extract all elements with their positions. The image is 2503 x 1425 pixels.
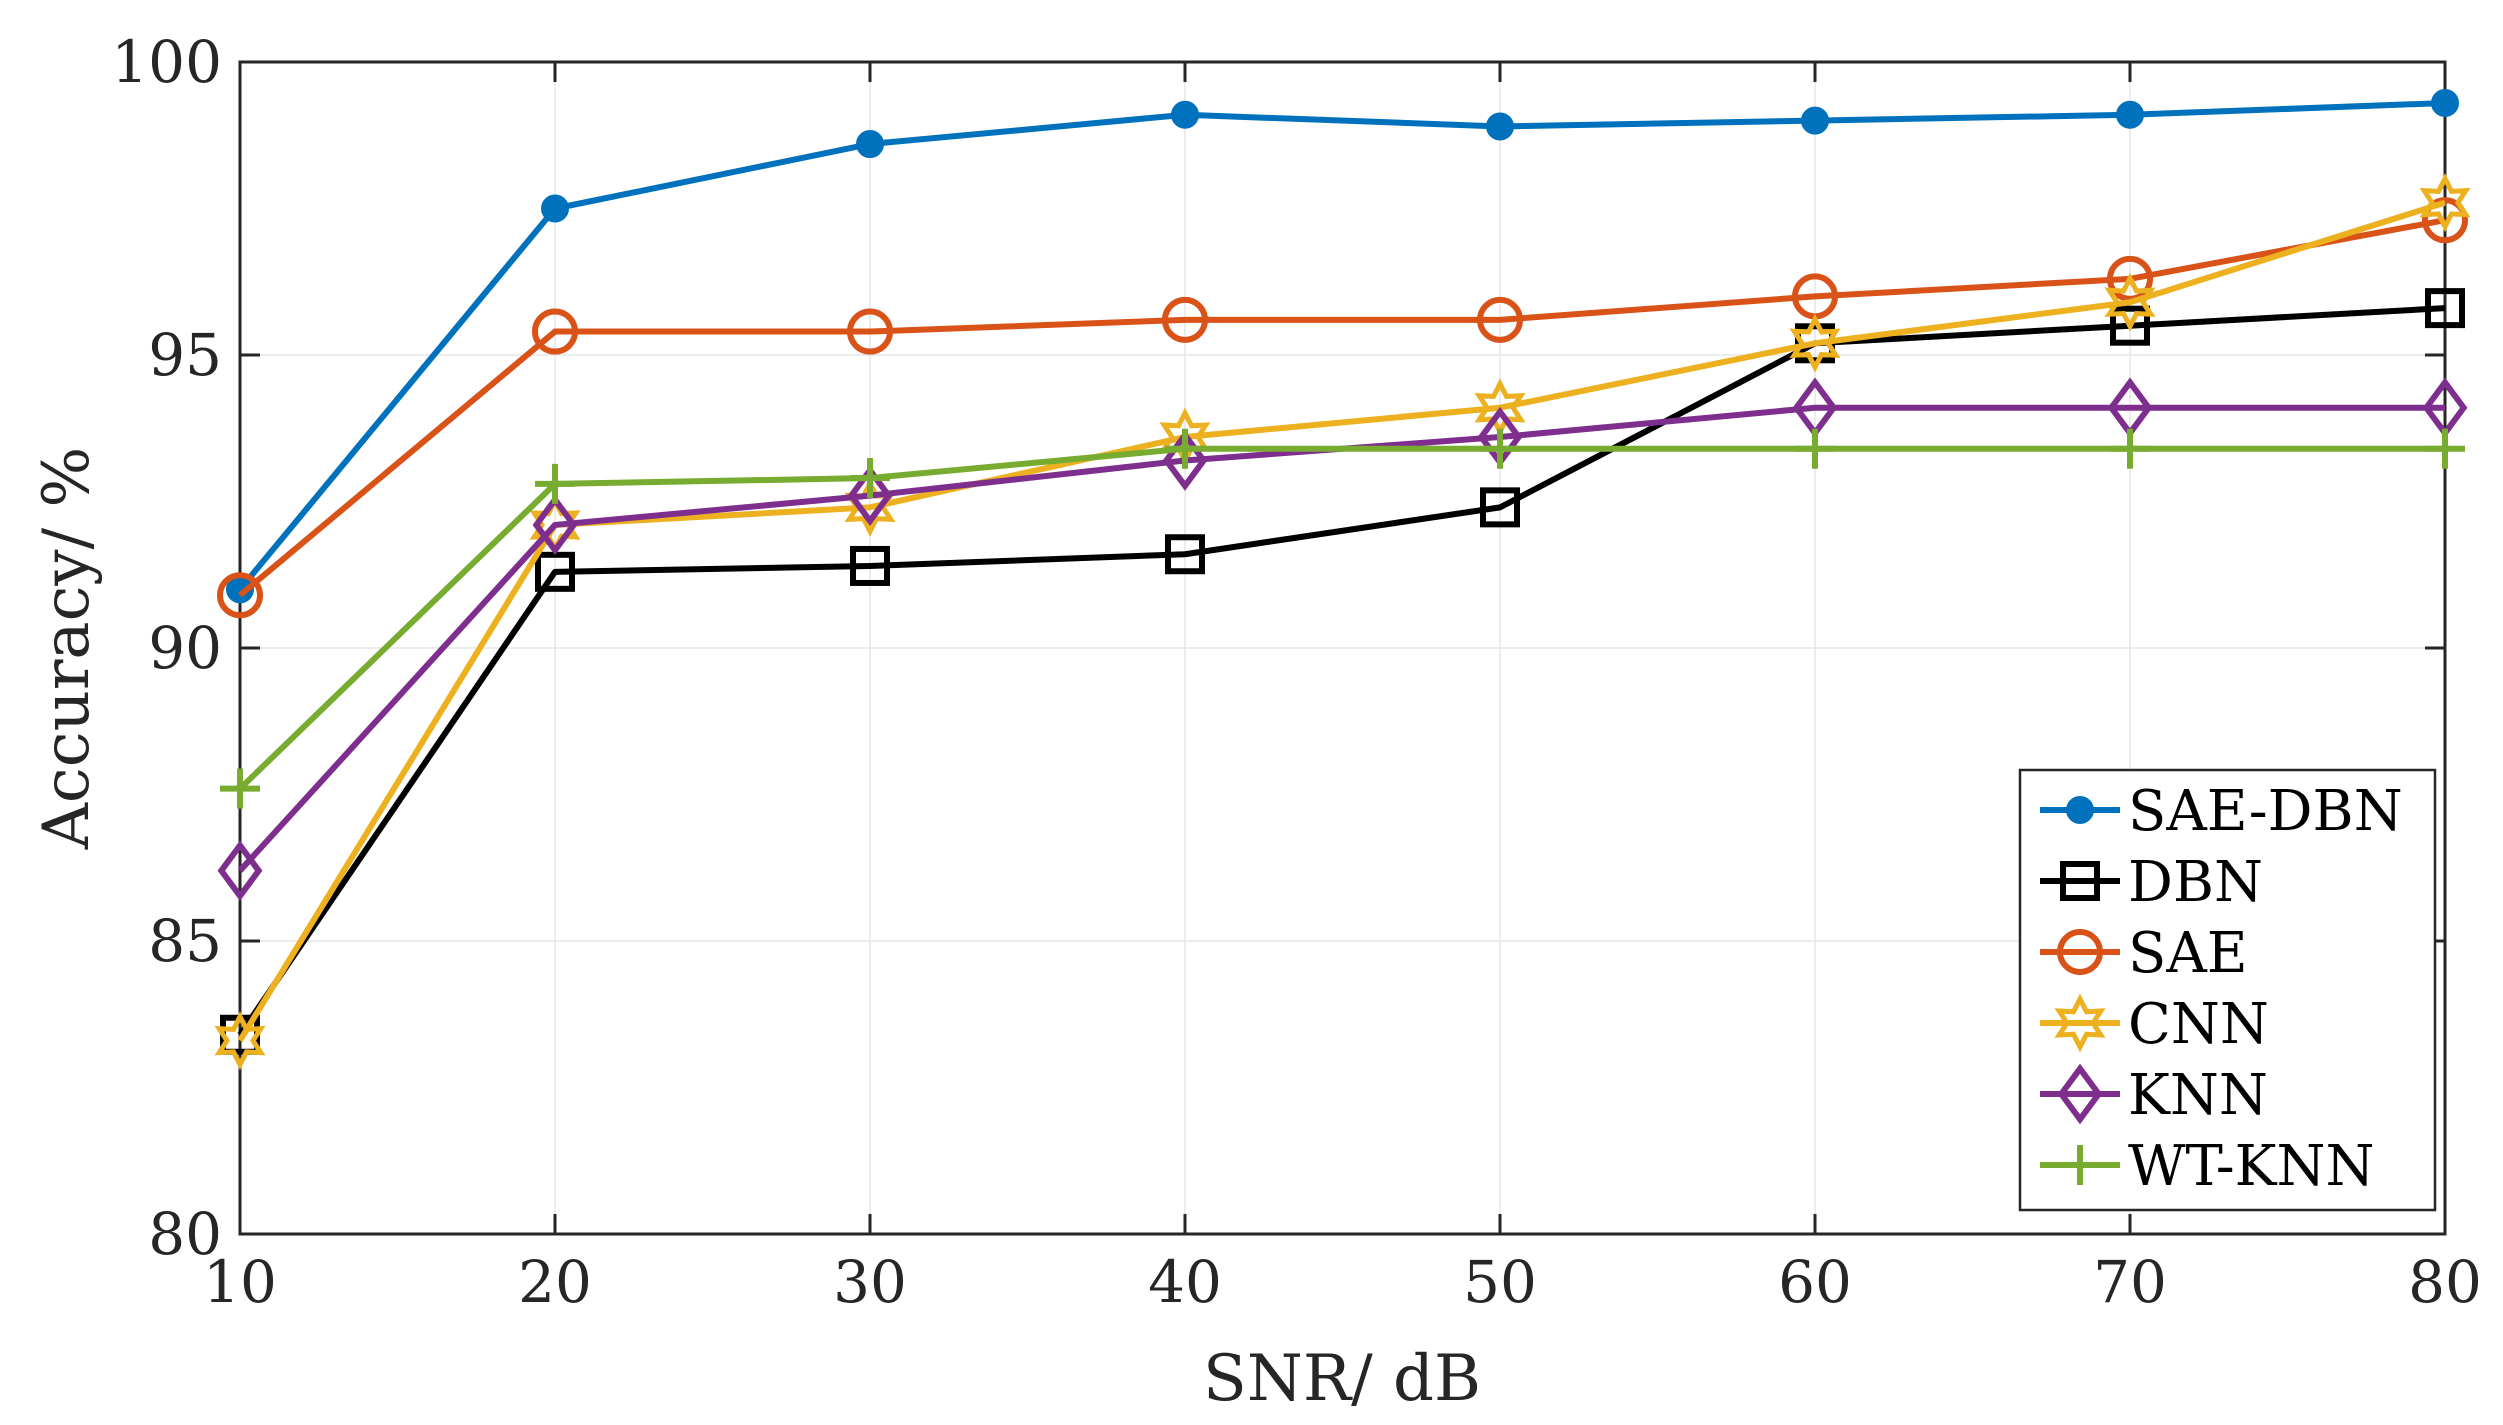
data-point-cnn	[214, 1011, 266, 1071]
x-tick-label: 50	[1463, 1248, 1537, 1316]
data-point-knn	[217, 840, 263, 902]
x-tick-label: 40	[1148, 1248, 1222, 1316]
data-point-wt-knn	[1480, 428, 1520, 469]
series-line-sae-dbn	[237, 100, 2446, 592]
data-point-sae	[2107, 255, 2153, 302]
x-tick-label: 20	[518, 1248, 592, 1316]
data-point-cnn	[2104, 272, 2156, 332]
data-point-cnn	[1789, 313, 1841, 373]
data-point-knn	[532, 494, 578, 556]
data-point-sae-dbn	[1486, 112, 1514, 141]
legend-entry-wt-knn: WT-KNN	[2040, 1134, 2374, 1199]
y-axis-label: Accuracy/ %	[30, 447, 104, 851]
x-tick-label: 30	[833, 1248, 907, 1316]
data-point-wt-knn	[535, 463, 575, 504]
y-tick-label: 95	[148, 321, 222, 389]
data-point-wt-knn	[1795, 428, 1835, 469]
legend-entry-knn: KNN	[2040, 1063, 2268, 1128]
data-point-sae	[1162, 296, 1208, 343]
data-point-sae-dbn	[1801, 106, 1829, 135]
x-tick-label: 70	[2093, 1248, 2167, 1316]
legend-entry-sae-dbn: SAE-DBN	[2040, 779, 2403, 844]
y-tick-label: 80	[148, 1200, 222, 1268]
series-dbn	[220, 288, 2465, 1055]
y-tick-label: 90	[148, 614, 222, 682]
legend-marker-sae	[2057, 929, 2103, 975]
legend-box	[2018, 768, 2437, 1212]
legend-marker-knn	[2057, 1063, 2103, 1125]
x-tick-label: 10	[203, 1248, 277, 1316]
data-point-wt-knn	[220, 768, 260, 809]
data-point-knn	[847, 465, 893, 526]
data-point-sae	[847, 308, 893, 355]
y-tick-label: 100	[111, 28, 222, 96]
data-point-sae-dbn	[856, 130, 884, 159]
legend-label-wt-knn: WT-KNN	[2128, 1134, 2374, 1199]
data-point-wt-knn	[1165, 428, 1205, 469]
data-point-sae	[217, 572, 263, 619]
series-layer	[214, 89, 2471, 1071]
legend-marker-cnn	[2054, 993, 2106, 1053]
series-sae-dbn	[226, 89, 2459, 604]
data-point-sae	[2422, 197, 2468, 244]
y-tick-label: 85	[148, 907, 222, 975]
data-point-wt-knn	[2425, 428, 2465, 469]
x-axis-label: SNR/ dB	[1203, 1342, 1481, 1416]
data-point-dbn	[850, 545, 890, 586]
legend-label-knn: KNN	[2128, 1063, 2268, 1128]
data-point-dbn	[1480, 487, 1520, 528]
legend-label-cnn: CNN	[2128, 992, 2269, 1057]
data-point-sae-dbn	[2431, 89, 2459, 118]
data-point-sae	[1477, 296, 1523, 343]
legend-marker-sae-dbn	[2066, 796, 2094, 824]
data-point-dbn	[1165, 534, 1205, 575]
data-point-sae-dbn	[2116, 100, 2144, 129]
data-point-sae	[532, 308, 578, 355]
series-sae	[217, 197, 2468, 619]
legend-entry-sae: SAE	[2040, 921, 2248, 986]
series-line-wt-knn	[237, 445, 2445, 791]
legend-label-sae-dbn: SAE-DBN	[2128, 779, 2403, 844]
data-point-wt-knn	[2110, 428, 2150, 469]
series-line-sae	[238, 217, 2446, 598]
legend-label-sae: SAE	[2128, 921, 2248, 986]
x-tick-label: 80	[2408, 1248, 2482, 1316]
data-point-cnn	[2419, 173, 2471, 233]
legend-marker-dbn	[2060, 861, 2100, 901]
series-line-dbn	[237, 305, 2446, 1037]
legend-marker-wt-knn	[2060, 1145, 2100, 1185]
axis-ticks: 10 20 30 40 50 60 70 80 80 85 90 95 100	[111, 28, 2482, 1316]
legend-entry-cnn: CNN	[2040, 992, 2269, 1057]
data-point-wt-knn	[850, 458, 890, 499]
legend-label-dbn: DBN	[2128, 850, 2263, 915]
data-point-dbn	[2110, 305, 2150, 346]
legend-entry-dbn: DBN	[2040, 850, 2263, 915]
data-point-sae-dbn	[1171, 100, 1199, 129]
series-wt-knn	[220, 428, 2465, 809]
data-point-dbn	[2425, 288, 2465, 329]
data-point-sae-dbn	[541, 194, 569, 223]
x-tick-label: 60	[1778, 1248, 1852, 1316]
